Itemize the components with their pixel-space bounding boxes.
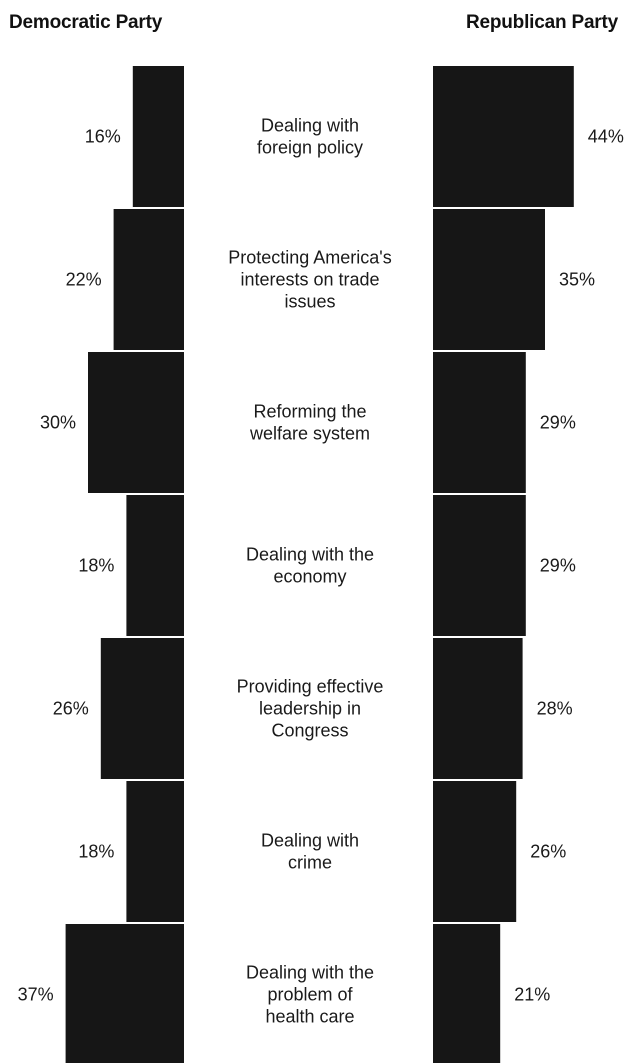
democratic-bars bbox=[65, 66, 184, 1063]
democratic-bar bbox=[100, 638, 184, 779]
republican-bar bbox=[433, 352, 526, 493]
democratic-value-label: 26% bbox=[53, 699, 89, 719]
category-label: Protecting America's interests on trade is… bbox=[228, 248, 392, 312]
democratic-bar bbox=[126, 781, 184, 922]
category-labels: Dealing with foreign policy Protecting Ame… bbox=[228, 116, 392, 1027]
democratic-value-label: 16% bbox=[85, 127, 121, 147]
category-label: Providing effective leadership in Congress bbox=[237, 677, 384, 741]
democratic-value-label: 18% bbox=[78, 842, 114, 862]
democratic-bar bbox=[132, 66, 184, 207]
republican-party-header: Republican Party bbox=[465, 12, 618, 33]
democratic-bar bbox=[113, 209, 184, 350]
category-label: Dealing with crime bbox=[261, 831, 359, 873]
democratic-value-label: 18% bbox=[78, 556, 114, 576]
democratic-value-label: 22% bbox=[66, 270, 102, 290]
republican-bar bbox=[433, 66, 574, 207]
republican-value-label: 28% bbox=[537, 699, 573, 719]
category-label: Dealing with the economy bbox=[246, 545, 374, 587]
democratic-bar bbox=[88, 352, 184, 493]
republican-value-label: 21% bbox=[514, 985, 550, 1005]
republican-value-label: 26% bbox=[530, 842, 566, 862]
category-label: Dealing with the problem of health care bbox=[246, 963, 374, 1027]
republican-bar bbox=[433, 781, 517, 922]
republican-bar bbox=[433, 209, 545, 350]
republican-bar bbox=[433, 924, 501, 1063]
category-label: Dealing with foreign policy bbox=[257, 116, 363, 158]
republican-value-label: 29% bbox=[540, 556, 576, 576]
democratic-party-header: Democratic Party bbox=[9, 12, 163, 33]
democratic-bar bbox=[65, 924, 184, 1063]
democratic-bar bbox=[126, 495, 184, 636]
republican-value-label: 35% bbox=[559, 270, 595, 290]
democratic-value-label: 30% bbox=[40, 413, 76, 433]
republican-bars bbox=[433, 66, 574, 1063]
republican-bar bbox=[433, 638, 523, 779]
republican-value-labels: 44% 35% 29% 29% 28% 26% 21% bbox=[514, 127, 624, 1005]
democratic-value-labels: 16% 22% 30% 18% 26% 18% 37% bbox=[18, 127, 121, 1005]
category-label: Reforming the welfare system bbox=[249, 402, 370, 444]
republican-bar bbox=[433, 495, 526, 636]
republican-value-label: 44% bbox=[588, 127, 624, 147]
democratic-value-label: 37% bbox=[18, 985, 54, 1005]
republican-value-label: 29% bbox=[540, 413, 576, 433]
